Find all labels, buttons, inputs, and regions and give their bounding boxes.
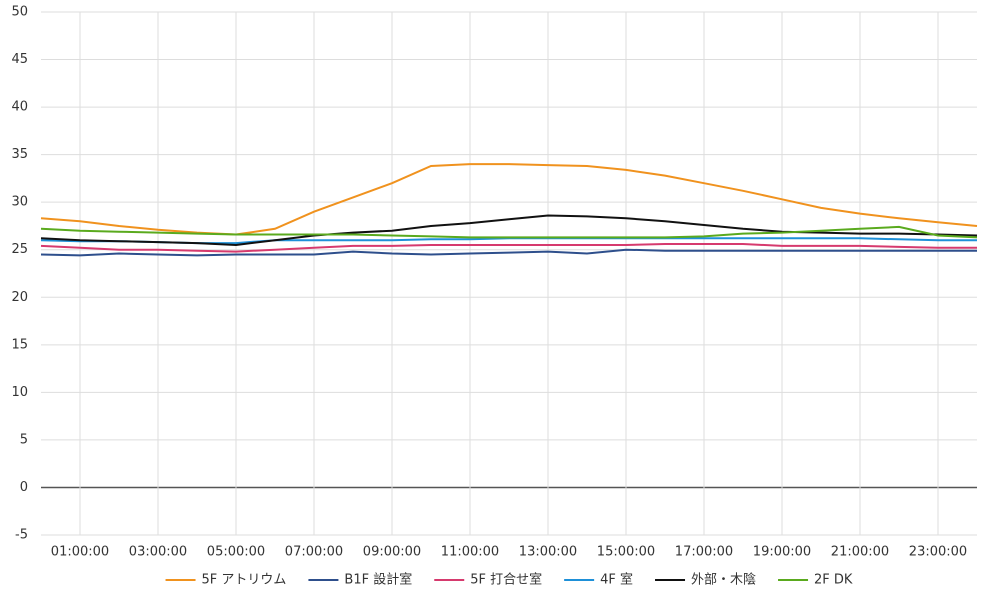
x-tick-label: 17:00:00	[675, 545, 733, 560]
y-tick-label: 0	[20, 480, 28, 495]
legend-label: 外部・木陰	[691, 573, 756, 588]
y-tick-label: 45	[11, 52, 28, 67]
y-tick-label: 20	[11, 290, 28, 305]
series-line	[40, 214, 978, 247]
x-tick-label: 19:00:00	[753, 545, 811, 560]
series-line	[40, 225, 978, 239]
x-tick-label: 01:00:00	[51, 545, 109, 560]
x-tick-label: 07:00:00	[285, 545, 343, 560]
series-line	[40, 243, 977, 253]
legend-label: 5F アトリウム	[202, 573, 287, 588]
y-tick-label: 5	[20, 432, 28, 447]
x-tick-label: 05:00:00	[207, 545, 265, 560]
y-tick-label: 40	[11, 100, 28, 115]
series-line	[40, 163, 978, 236]
y-tick-label: 15	[11, 337, 28, 352]
y-tick-label: -5	[15, 528, 28, 543]
y-tick-label: 35	[11, 147, 28, 162]
legend-label: B1F 設計室	[344, 572, 412, 588]
x-tick-label: 03:00:00	[129, 545, 187, 560]
y-tick-label: 10	[11, 385, 28, 400]
y-tick-label: 25	[11, 242, 28, 257]
x-tick-label: 09:00:00	[363, 545, 421, 560]
y-tick-label: 50	[11, 5, 28, 20]
legend-label: 2F DK	[814, 573, 853, 588]
legend-label: 4F 室	[600, 572, 633, 588]
legend: 5F アトリウム B1F 設計室 5F 打合せ室 4F 室 外部・木陰 2F DK	[165, 572, 853, 588]
x-tick-label: 15:00:00	[597, 545, 655, 560]
legend-label: 5F 打合せ室	[470, 572, 542, 588]
y-tick-label: 30	[11, 195, 28, 210]
x-tick-label: 23:00:00	[909, 545, 967, 560]
x-tick-label: 11:00:00	[441, 545, 499, 560]
x-tick-label: 21:00:00	[831, 545, 889, 560]
x-tick-label: 13:00:00	[519, 545, 577, 560]
series-line	[40, 248, 977, 257]
